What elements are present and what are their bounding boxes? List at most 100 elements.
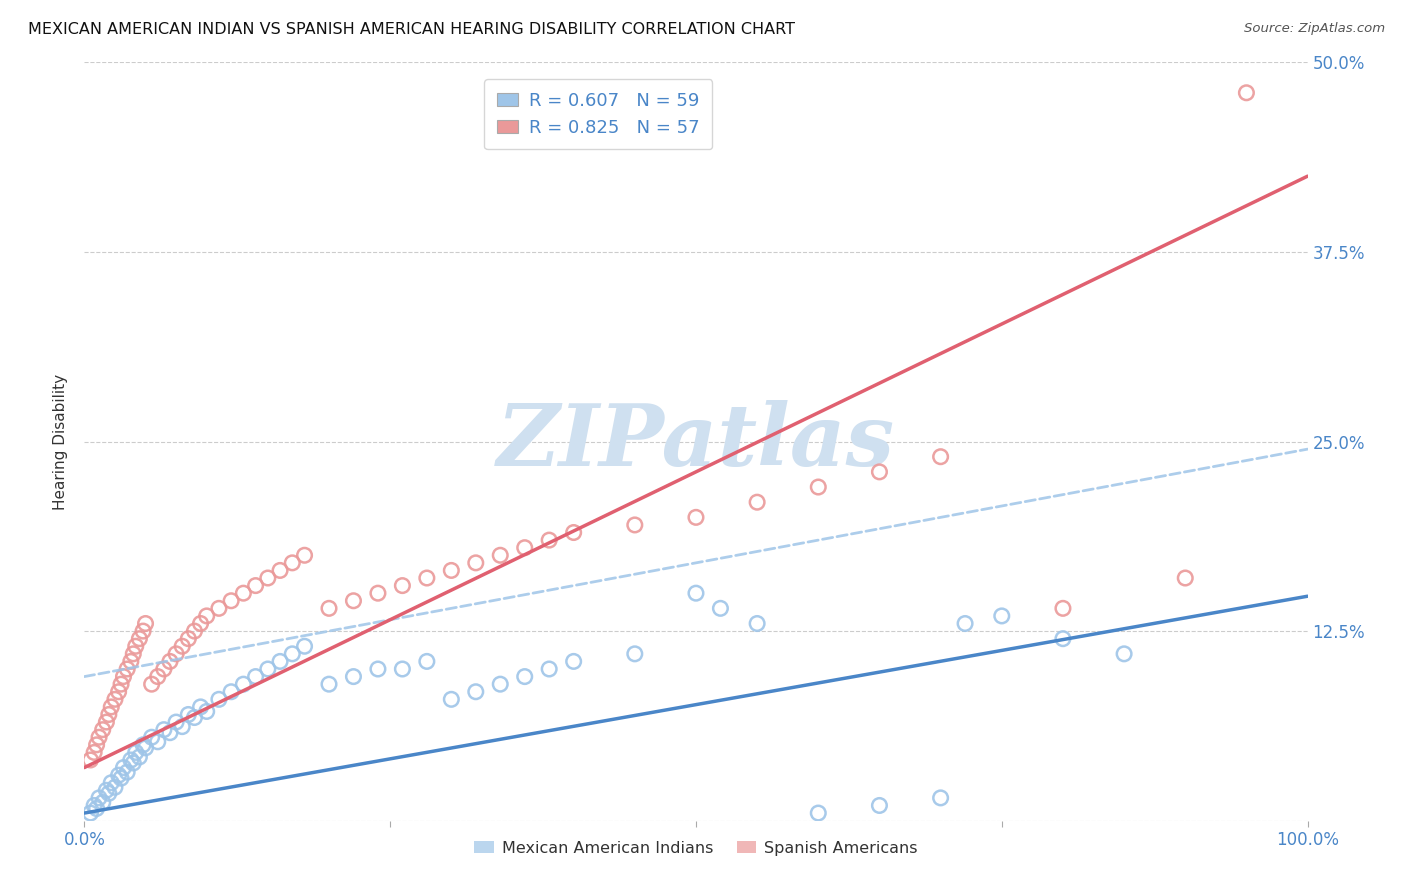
Point xyxy=(269,564,291,578)
Point xyxy=(562,655,585,669)
Point xyxy=(135,616,157,631)
Point xyxy=(489,548,512,563)
Point xyxy=(747,616,769,631)
Point xyxy=(83,746,105,760)
Point xyxy=(208,692,231,706)
Point xyxy=(177,707,200,722)
Point xyxy=(953,616,976,631)
Point xyxy=(257,571,280,585)
Point xyxy=(115,662,138,676)
Point xyxy=(538,662,561,676)
Point xyxy=(195,705,218,719)
Point xyxy=(87,730,110,744)
Point xyxy=(159,725,181,739)
Point xyxy=(112,760,135,774)
Point xyxy=(367,586,389,600)
Point xyxy=(172,720,194,734)
Point xyxy=(342,594,364,608)
Point xyxy=(120,655,142,669)
Text: ZIPatlas: ZIPatlas xyxy=(496,400,896,483)
Point xyxy=(440,692,463,706)
Y-axis label: Hearing Disability: Hearing Disability xyxy=(53,374,69,509)
Point xyxy=(110,677,132,691)
Point xyxy=(991,608,1014,623)
Point xyxy=(464,685,486,699)
Point xyxy=(232,677,254,691)
Point xyxy=(269,655,291,669)
Point xyxy=(96,783,118,797)
Point xyxy=(91,796,114,810)
Point xyxy=(440,564,463,578)
Point xyxy=(83,798,105,813)
Text: MEXICAN AMERICAN INDIAN VS SPANISH AMERICAN HEARING DISABILITY CORRELATION CHART: MEXICAN AMERICAN INDIAN VS SPANISH AMERI… xyxy=(28,22,796,37)
Point xyxy=(367,662,389,676)
Point xyxy=(96,715,118,730)
Point xyxy=(232,586,254,600)
Point xyxy=(294,639,316,653)
Point xyxy=(132,738,155,752)
Point xyxy=(624,517,647,532)
Point xyxy=(79,753,101,767)
Point xyxy=(128,632,150,646)
Point xyxy=(172,639,194,653)
Point xyxy=(685,510,707,524)
Point xyxy=(104,780,127,795)
Point xyxy=(86,801,108,815)
Point xyxy=(183,624,205,639)
Point xyxy=(91,723,114,737)
Text: Source: ZipAtlas.com: Source: ZipAtlas.com xyxy=(1244,22,1385,36)
Point xyxy=(100,699,122,714)
Point xyxy=(190,699,212,714)
Point xyxy=(86,738,108,752)
Point xyxy=(513,669,536,683)
Point xyxy=(281,556,304,570)
Point xyxy=(416,655,439,669)
Point xyxy=(929,791,952,805)
Point xyxy=(146,669,169,683)
Point xyxy=(153,662,176,676)
Point xyxy=(807,806,830,821)
Point xyxy=(318,677,340,691)
Point xyxy=(391,579,413,593)
Point xyxy=(624,647,647,661)
Point xyxy=(115,765,138,780)
Point xyxy=(159,655,181,669)
Legend: Mexican American Indians, Spanish Americans: Mexican American Indians, Spanish Americ… xyxy=(468,834,924,862)
Point xyxy=(87,791,110,805)
Point xyxy=(416,571,439,585)
Point xyxy=(125,746,148,760)
Point xyxy=(1052,601,1074,615)
Point xyxy=(135,740,157,755)
Point xyxy=(165,715,187,730)
Point xyxy=(97,786,120,800)
Point xyxy=(107,768,129,782)
Point xyxy=(1052,632,1074,646)
Point xyxy=(190,616,212,631)
Point xyxy=(538,533,561,548)
Point xyxy=(132,624,155,639)
Point xyxy=(141,730,163,744)
Point xyxy=(513,541,536,555)
Point xyxy=(128,750,150,764)
Point xyxy=(245,669,267,683)
Point xyxy=(104,692,127,706)
Point xyxy=(1114,647,1136,661)
Point xyxy=(807,480,830,494)
Point xyxy=(1174,571,1197,585)
Point xyxy=(219,594,242,608)
Point xyxy=(747,495,769,509)
Point xyxy=(177,632,200,646)
Point xyxy=(1236,86,1258,100)
Point xyxy=(219,685,242,699)
Point xyxy=(464,556,486,570)
Point xyxy=(257,662,280,676)
Point xyxy=(709,601,731,615)
Point xyxy=(79,806,101,821)
Point xyxy=(245,579,267,593)
Point xyxy=(153,723,176,737)
Point xyxy=(125,639,148,653)
Point xyxy=(146,735,169,749)
Point xyxy=(112,669,135,683)
Point xyxy=(122,647,145,661)
Point xyxy=(120,753,142,767)
